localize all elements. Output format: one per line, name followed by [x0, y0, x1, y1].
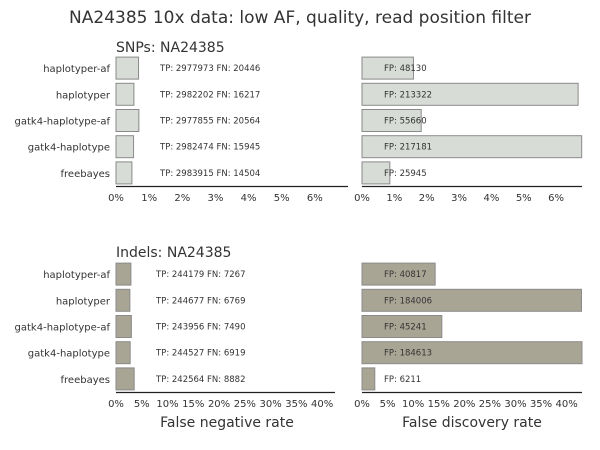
- bar-annotation: FP: 184613: [384, 349, 432, 359]
- bar-indel-fnr-freebayes: [115, 367, 135, 391]
- bar-annotation: TP: 2977855 FN: 20564: [159, 117, 260, 127]
- category-label: gatk4-haplotype: [28, 349, 110, 360]
- snp-panel-title: SNPs: NA24385: [116, 40, 225, 56]
- bar-indel-fnr-haplotyper: [115, 288, 131, 312]
- x-tick-label: 35%: [530, 399, 552, 410]
- indel-fdr-xlabel: False discovery rate: [402, 415, 542, 431]
- x-tick-label: 0%: [108, 399, 124, 410]
- x-tick-label: 5%: [134, 399, 150, 410]
- bar-annotation: FP: 25945: [384, 169, 427, 179]
- bar-annotation: FP: 213322: [384, 90, 432, 100]
- bar-annotation: TP: 244179 FN: 7267: [155, 270, 245, 280]
- bar-snp-fdr-haplotyper: [361, 82, 579, 106]
- category-label: haplotyper-af: [43, 64, 110, 75]
- bar-annotation: FP: 6211: [384, 375, 421, 385]
- bar-annotation: FP: 184006: [384, 296, 432, 306]
- x-tick-label: 25%: [234, 399, 256, 410]
- figure-title: NA24385 10x data: low AF, quality, read …: [69, 8, 531, 28]
- category-label: gatk4-haplotype-af: [15, 117, 111, 128]
- indel-fdr-panel: FP: 40817 FP: 184006 FP: 45241 FP: 184613 FP…: [354, 262, 583, 410]
- x-tick-label: 10%: [156, 399, 178, 410]
- bar-snp-fnr-gatk4-haplotype-af: [115, 109, 140, 132]
- category-label: freebayes: [61, 375, 110, 386]
- category-label: haplotyper-af: [43, 270, 110, 281]
- x-tick-label: 20%: [453, 399, 475, 410]
- x-tick-label: 1%: [386, 193, 402, 204]
- x-tick-label: 0%: [108, 193, 124, 204]
- bar-indel-fdr-haplotyper-af: [361, 262, 436, 286]
- indel-fnr-panel: TP: 244179 FN: 7267 haplotyper-af TP: 2446…: [15, 262, 335, 410]
- bar-annotation: TP: 2982474 FN: 15945: [159, 143, 260, 153]
- bar-snp-fdr-haplotyper-af: [361, 56, 414, 80]
- bar-indel-fdr-gatk4-haplotype: [361, 341, 583, 365]
- x-tick-label: 15%: [428, 399, 450, 410]
- bar-snp-fdr-freebayes: [361, 161, 391, 185]
- bar-snp-fdr-gatk4-haplotype: [361, 135, 583, 159]
- bar-annotation: TP: 243956 FN: 7490: [155, 323, 245, 333]
- bar-annotation: FP: 48130: [384, 64, 427, 74]
- x-tick-label: 40%: [556, 399, 578, 410]
- x-tick-label: 5%: [380, 399, 396, 410]
- bar-snp-fnr-haplotyper-af: [115, 56, 140, 80]
- snp-fdr-panel: FP: 48130 FP: 213322 FP: 55660 FP: 217181 FP…: [354, 56, 583, 204]
- bar-annotation: FP: 45241: [384, 323, 427, 333]
- bar-indel-fdr-haplotyper: [361, 288, 582, 312]
- indel-panel-title: Indels: NA24385: [116, 245, 231, 261]
- x-tick-label: 35%: [285, 399, 307, 410]
- x-tick-label: 1%: [141, 193, 157, 204]
- bar-indel-fnr-gatk4-haplotype: [115, 341, 131, 365]
- x-tick-label: 15%: [182, 399, 204, 410]
- bar-snp-fnr-freebayes: [115, 161, 133, 185]
- bar-annotation: TP: 2983915 FN: 14504: [159, 169, 260, 179]
- x-tick-label: 30%: [259, 399, 281, 410]
- category-label: gatk4-haplotype: [28, 143, 110, 154]
- bar-snp-fnr-gatk4-haplotype: [115, 135, 135, 159]
- x-tick-label: 6%: [307, 193, 323, 204]
- x-tick-label: 40%: [311, 399, 333, 410]
- category-label: freebayes: [61, 169, 110, 180]
- bar-snp-fdr-gatk4-haplotype-af: [361, 109, 422, 132]
- x-tick-label: 0%: [354, 399, 370, 410]
- bar-annotation: TP: 2982202 FN: 16217: [159, 90, 260, 100]
- bar-indel-fdr-gatk4-haplotype-af: [361, 315, 443, 338]
- x-tick-label: 20%: [208, 399, 230, 410]
- bar-annotation: TP: 244677 FN: 6769: [155, 296, 245, 306]
- x-tick-label: 30%: [504, 399, 526, 410]
- category-label: haplotyper: [56, 90, 111, 101]
- x-tick-label: 4%: [241, 193, 257, 204]
- bar-indel-fnr-gatk4-haplotype-af: [115, 315, 132, 338]
- x-tick-label: 5%: [516, 193, 532, 204]
- x-tick-label: 3%: [207, 193, 223, 204]
- x-tick-label: 2%: [419, 193, 435, 204]
- indel-fnr-xlabel: False negative rate: [160, 415, 294, 431]
- category-label: haplotyper: [56, 296, 111, 307]
- x-tick-label: 25%: [479, 399, 501, 410]
- x-tick-label: 0%: [354, 193, 370, 204]
- bar-annotation: FP: 55660: [384, 117, 427, 127]
- bar-annotation: FP: 40817: [384, 270, 427, 280]
- bar-indel-fdr-freebayes: [361, 367, 376, 391]
- x-tick-label: 6%: [548, 193, 564, 204]
- bar-indel-fnr-haplotyper-af: [115, 262, 132, 286]
- x-tick-label: 4%: [483, 193, 499, 204]
- x-tick-label: 5%: [274, 193, 290, 204]
- bar-snp-fnr-haplotyper: [115, 82, 135, 106]
- bar-annotation: TP: 2977973 FN: 20446: [159, 64, 260, 74]
- bar-annotation: TP: 242564 FN: 8882: [155, 375, 245, 385]
- bar-annotation: TP: 244527 FN: 6919: [155, 349, 245, 359]
- x-tick-label: 10%: [402, 399, 424, 410]
- bar-annotation: FP: 217181: [384, 143, 432, 153]
- snp-fnr-panel: TP: 2977973 FN: 20446 haplotyper-af TP: 29…: [15, 56, 348, 204]
- x-tick-label: 3%: [451, 193, 467, 204]
- x-tick-label: 2%: [174, 193, 190, 204]
- category-label: gatk4-haplotype-af: [15, 323, 111, 334]
